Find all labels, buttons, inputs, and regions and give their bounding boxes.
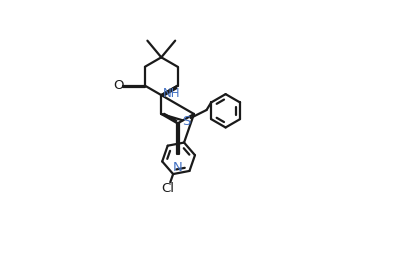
Text: NH: NH: [163, 87, 181, 100]
Text: O: O: [113, 79, 124, 92]
Text: S: S: [182, 114, 190, 128]
Text: N: N: [173, 161, 183, 174]
Text: Cl: Cl: [162, 182, 175, 195]
